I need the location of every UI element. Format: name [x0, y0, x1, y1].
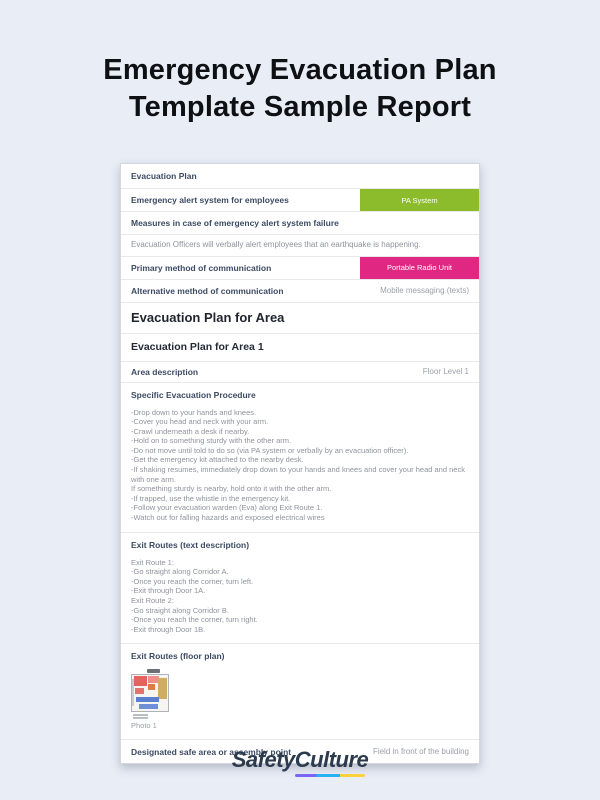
exit-routes-text-block: Exit Routes (text description) Exit Rout…: [121, 533, 479, 645]
primary-comm-value-badge: Portable Radio Unit: [360, 256, 479, 279]
page-title: Emergency Evacuation Plan Template Sampl…: [0, 52, 600, 126]
text-line: -Go straight along Corridor B.: [131, 605, 229, 615]
question-row-alt-comm: Alternative method of communication Mobi…: [121, 280, 479, 303]
floor-plan-area-blue2: [139, 704, 158, 710]
question-row-area-description: Area description Floor Level 1: [121, 362, 479, 383]
text-line: -Once you reach the corner, turn left.: [131, 576, 254, 586]
safe-area-value: Field in front of the building: [372, 747, 469, 757]
floor-plan-area-red2: [135, 688, 144, 695]
footer: SafetyCulture: [0, 747, 600, 777]
text-line: If something sturdy is nearby, hold onto…: [131, 484, 332, 494]
alert-system-value-badge: PA System: [360, 189, 479, 211]
brand-logo[interactable]: SafetyCulture: [231, 747, 369, 772]
text-line: -Follow your evacuation warden (Eva) alo…: [131, 503, 323, 513]
floor-plan-area-red: [134, 676, 147, 687]
text-line: Exit Route 2:: [131, 596, 174, 605]
floor-plan-area-pink: [148, 676, 159, 684]
text-line: -Cover you head and neck with your arm.: [131, 417, 269, 427]
text-line: -Do not move until told to do so (via PA…: [131, 445, 409, 455]
floor-plan-legend: [133, 714, 175, 720]
text-line: -Hold on to something sturdy with the ot…: [131, 436, 292, 446]
floor-plan-photo[interactable]: Photo 1: [131, 669, 175, 730]
question-row-safe-area: Designated safe area or assembly point F…: [121, 740, 479, 763]
exit-routes-plan-block: Exit Routes (floor plan) Photo 1: [121, 644, 479, 741]
question-row-alert-system: Emergency alert system for employees PA …: [121, 189, 479, 212]
text-line: -Go straight along Corridor A.: [131, 567, 229, 577]
text-line: -Exit through Door 1B.: [131, 624, 206, 634]
text-line: -Once you reach the corner, turn right.: [131, 615, 258, 625]
floor-plan-tag: [146, 669, 160, 674]
area-description-value: Floor Level 1: [422, 367, 469, 376]
floor-plan-area-orange: [148, 684, 155, 691]
floor-plan-area-blue: [136, 697, 159, 703]
brand-logo-underline: [295, 774, 365, 777]
report-card: Evacuation Plan Emergency alert system f…: [120, 163, 480, 765]
question-row-failure-measures: Measures in case of emergency alert syst…: [121, 212, 479, 235]
report-section-header: Evacuation Plan: [121, 164, 479, 189]
failure-measures-answer: Evacuation Officers will verbally alert …: [121, 235, 479, 257]
procedure-block: Specific Evacuation Procedure -Drop down…: [121, 383, 479, 533]
question-row-primary-comm: Primary method of communication Portable…: [121, 256, 479, 280]
safe-area-label: Designated safe area or assembly point: [131, 746, 292, 757]
alt-comm-value: Mobile messaging (texts): [380, 286, 469, 295]
alt-comm-label: Alternative method of communication: [131, 285, 284, 296]
procedure-label: Specific Evacuation Procedure: [131, 389, 256, 400]
text-line: -Drop down to your hands and knees.: [131, 407, 257, 417]
text-line: -Get the emergency kit attached to the n…: [131, 455, 304, 465]
exit-routes-text-lines: Exit Route 1: -Go straight along Corridor…: [131, 558, 469, 635]
floor-plan-area-tan: [158, 678, 167, 700]
text-line: -Exit through Door 1A.: [131, 586, 206, 596]
area1-header: Evacuation Plan for Area 1: [121, 334, 479, 362]
exit-routes-plan-label: Exit Routes (floor plan): [131, 651, 225, 662]
text-line: -If shaking resumes, immediately drop do…: [131, 465, 465, 484]
area-description-label: Area description: [131, 366, 199, 377]
text-line: -If trapped, use the whistle in the emer…: [131, 493, 291, 503]
floor-plan-corridor: [132, 679, 134, 707]
text-line: -Watch out for falling hazards and expos…: [131, 513, 325, 523]
page-title-line2: Template Sample Report: [128, 91, 472, 123]
primary-comm-label: Primary method of communication: [131, 262, 272, 273]
alert-system-label: Emergency alert system for employees: [131, 195, 289, 205]
text-line: -Crawl underneath a desk if nearby.: [131, 426, 250, 436]
page-title-line1: Emergency Evacuation Plan: [103, 54, 497, 86]
photo-caption: Photo 1: [131, 721, 157, 731]
area-section-header: Evacuation Plan for Area: [121, 303, 479, 334]
failure-measures-label: Measures in case of emergency alert syst…: [131, 218, 339, 228]
exit-routes-text-label: Exit Routes (text description): [131, 539, 250, 550]
floor-plan-image: [131, 674, 169, 713]
text-line: Exit Route 1:: [131, 557, 174, 567]
procedure-lines: -Drop down to your hands and knees. -Cove…: [131, 408, 469, 523]
